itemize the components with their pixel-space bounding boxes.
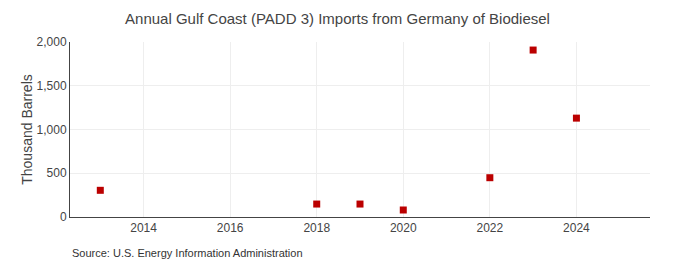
svg-text:2024: 2024 [563,221,590,235]
svg-text:Source: U.S. Energy Informatio: Source: U.S. Energy Information Administ… [72,247,303,259]
svg-text:Annual Gulf Coast (PADD 3) Imp: Annual Gulf Coast (PADD 3) Imports from … [125,10,550,27]
svg-text:2016: 2016 [217,221,244,235]
svg-text:0: 0 [60,210,67,224]
svg-text:1,500: 1,500 [37,79,67,93]
svg-text:500: 500 [47,166,67,180]
svg-text:2014: 2014 [130,221,157,235]
svg-text:2018: 2018 [303,221,330,235]
svg-text:Thousand Barrels: Thousand Barrels [19,74,35,185]
svg-text:2022: 2022 [476,221,503,235]
svg-text:2,000: 2,000 [37,35,67,49]
svg-text:1,000: 1,000 [37,123,67,137]
svg-text:2020: 2020 [390,221,417,235]
